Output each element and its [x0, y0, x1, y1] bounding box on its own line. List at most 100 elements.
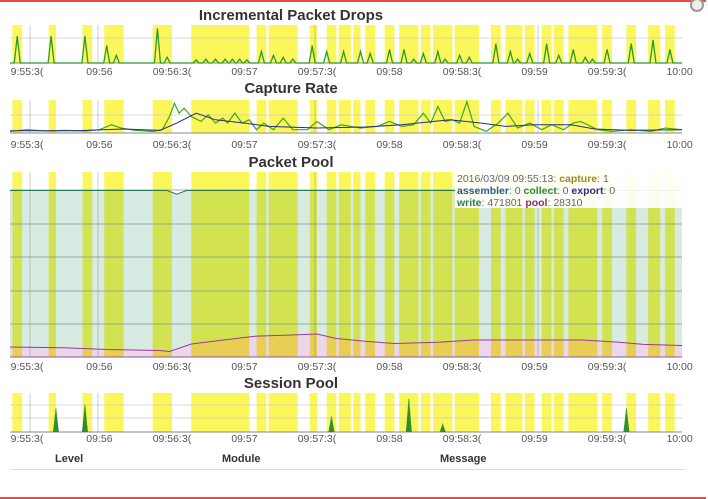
drops-data-point [359, 51, 362, 53]
highlight-band [420, 172, 431, 357]
highlight-band [326, 172, 337, 357]
x-tick-label: 09:58:3( [443, 433, 482, 445]
highlight-band [326, 100, 337, 133]
highlight-band [626, 393, 637, 432]
x-tick-label: 09:59 [521, 433, 547, 445]
highlight-band [268, 100, 298, 133]
drops-data-point [669, 49, 671, 51]
highlight-band [256, 100, 267, 133]
tooltip-assembler-label: assembler [457, 185, 509, 197]
session-spike [623, 408, 630, 433]
highlight-band [353, 100, 361, 133]
highlight-band [256, 393, 267, 432]
highlight-band [433, 172, 453, 357]
highlight-band [338, 393, 351, 432]
highlight-band [524, 172, 535, 357]
drops-data-point [292, 58, 294, 60]
tooltip-write-value: : 471801 [481, 197, 526, 209]
highlight-band [665, 393, 675, 432]
x-tick-label: 09:59:3( [588, 433, 627, 445]
column-header-message[interactable]: Message [440, 453, 487, 465]
highlight-band [454, 393, 479, 432]
highlight-band [505, 25, 523, 63]
x-tick-label: 09:57 [231, 66, 257, 78]
highlight-band [152, 393, 172, 432]
drops-data-point [166, 56, 168, 58]
tooltip-capture-label: capture [559, 173, 598, 185]
x-tick-label: 09:57 [231, 361, 257, 373]
highlight-band [420, 25, 431, 63]
highlight-band [104, 393, 124, 432]
drops-data-point [422, 52, 424, 55]
highlight-band [256, 172, 267, 357]
drops-data-point [546, 43, 548, 45]
highlight-band [82, 25, 93, 63]
drops-data-point [214, 58, 217, 60]
highlight-band [353, 393, 361, 432]
drops-data-point [529, 52, 531, 55]
drops-data-point [239, 58, 241, 60]
highlight-band [268, 393, 298, 432]
chart-0: 9:55:3(09:56 09:56:3(09:57 09:57:3(09:58 09… [10, 25, 693, 78]
drops-data-point [326, 51, 328, 53]
window-corner-button[interactable] [690, 0, 704, 12]
highlight-band [191, 393, 250, 432]
drops-data-point [246, 59, 248, 61]
drops-data-point [50, 35, 52, 38]
drops-data-point [459, 54, 461, 57]
highlight-band [568, 393, 598, 432]
drops-data-point [468, 56, 470, 58]
highlight-band [648, 100, 661, 133]
highlight-band [399, 172, 419, 357]
x-tick-label: 09:57 [231, 139, 257, 151]
highlight-band [602, 100, 612, 133]
highlight-band [256, 25, 267, 63]
tooltip-collect-value: : 0 [556, 185, 572, 197]
highlight-band [268, 172, 298, 357]
highlight-band [353, 25, 361, 63]
x-tick-label: 9:55:3( [11, 361, 44, 373]
drops-data-point [282, 56, 284, 58]
tooltip-export-label: export [571, 185, 604, 197]
highlight-band [568, 25, 598, 63]
highlight-band [365, 100, 376, 133]
tooltip-pool-label: pool [525, 197, 548, 209]
session-spike [439, 422, 446, 433]
highlight-band [553, 393, 564, 432]
drops-data-point [272, 54, 275, 57]
column-header-level[interactable]: Level [55, 453, 84, 465]
highlight-band [82, 172, 93, 357]
x-tick-label: 09:56:3( [153, 433, 192, 445]
highlight-band [541, 172, 552, 357]
drops-data-point [16, 35, 18, 38]
drops-data-point [342, 51, 345, 53]
x-tick-label: 09:57:3( [298, 139, 337, 151]
highlight-band [152, 100, 172, 133]
session-spike [405, 398, 412, 433]
highlight-band [191, 100, 250, 133]
highlight-band [338, 25, 351, 63]
hover-tooltip: 2016/03/09 09:55:13: capture: 1 assemble… [455, 172, 683, 209]
x-tick-label: 10:00 [666, 66, 692, 78]
x-tick-label: 09:58 [376, 433, 402, 445]
x-tick-label: 09:56 [86, 139, 112, 151]
x-tick-label: 09:59 [521, 139, 547, 151]
column-header-module[interactable]: Module [222, 453, 261, 465]
highlight-band [491, 172, 501, 357]
x-tick-label: 09:58:3( [443, 139, 482, 151]
highlight-band [365, 393, 376, 432]
highlight-band [326, 25, 337, 63]
x-tick-label: 09:56:3( [153, 139, 192, 151]
highlight-band [48, 393, 56, 432]
x-tick-label: 10:00 [666, 361, 692, 373]
highlight-band [191, 25, 250, 63]
highlight-band [104, 172, 124, 357]
drops-data-point [205, 58, 207, 60]
x-tick-label: 9:55:3( [11, 66, 44, 78]
highlight-band [384, 100, 395, 133]
highlight-band [309, 393, 317, 432]
drops-data-point [606, 49, 608, 51]
x-tick-label: 9:55:3( [11, 139, 44, 151]
